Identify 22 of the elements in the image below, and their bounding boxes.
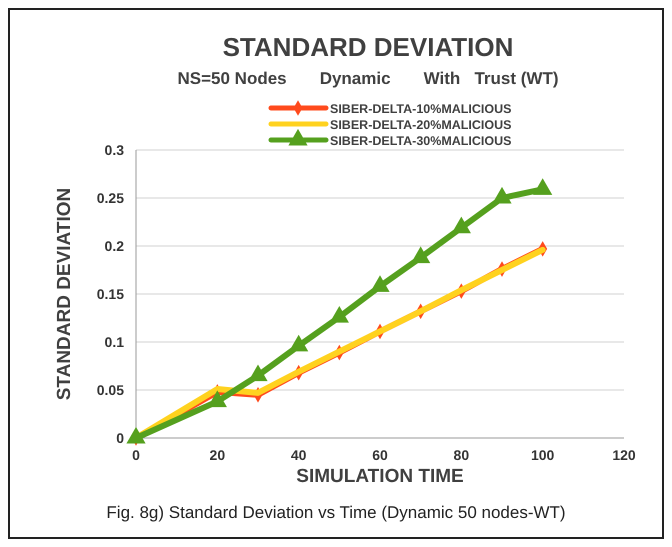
x-tick-label: 40 <box>290 447 307 463</box>
x-axis-title: SIMULATION TIME <box>296 466 464 487</box>
y-tick-label: 0 <box>116 430 124 446</box>
y-tick-label: 0.2 <box>104 238 124 254</box>
x-tick-label: 0 <box>132 447 140 463</box>
legend-label: SIBER-DELTA-10%MALICIOUS <box>330 102 512 116</box>
legend-label: SIBER-DELTA-30%MALICIOUS <box>330 134 512 148</box>
x-tick-label: 120 <box>612 447 636 463</box>
y-axis-title: STANDARD DEVIATION <box>54 188 75 400</box>
x-tick-label: 80 <box>454 447 470 463</box>
x-tick-label: 60 <box>372 447 388 463</box>
y-tick-label: 0.1 <box>104 334 124 350</box>
x-tick-label: 20 <box>210 447 226 463</box>
caption: Fig. 8g) Standard Deviation vs Time (Dynamic 50 nodes-WT) <box>106 503 566 522</box>
legend-label: SIBER-DELTA-20%MALICIOUS <box>330 118 512 132</box>
x-tick-label: 100 <box>530 447 555 463</box>
y-tick-label: 0.25 <box>96 190 124 206</box>
y-tick-label: 0.3 <box>104 142 124 158</box>
chart-subtitle: NS=50 Nodes Dynamic With Trust (WT) <box>178 69 558 88</box>
y-tick-label: 0.15 <box>96 286 124 302</box>
chart-title: STANDARD DEVIATION <box>222 32 514 62</box>
y-tick-label: 0.05 <box>96 382 124 398</box>
